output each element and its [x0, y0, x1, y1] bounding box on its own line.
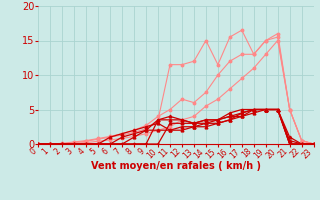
X-axis label: Vent moyen/en rafales ( km/h ): Vent moyen/en rafales ( km/h ) [91, 161, 261, 171]
